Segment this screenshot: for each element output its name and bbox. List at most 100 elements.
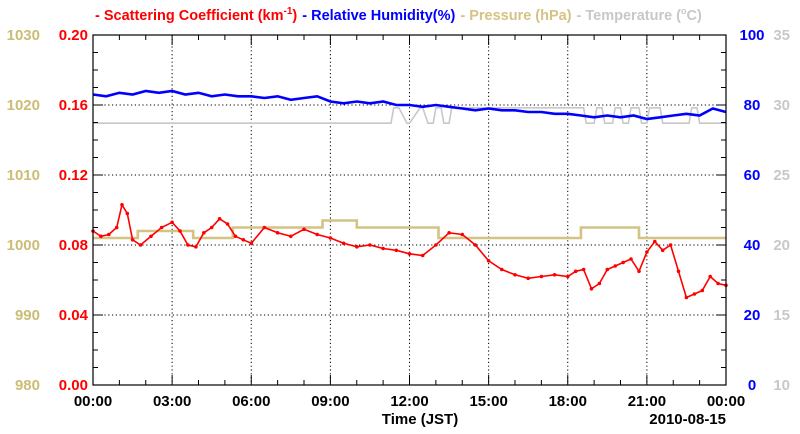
legend-humidity-label: Relative Humidity(%) — [311, 8, 455, 24]
legend-temperature-label: Temperature ( — [585, 8, 681, 24]
data-point-scattering-coefficient — [217, 217, 222, 221]
legend-pressure-label: Pressure (hPa) — [469, 8, 572, 24]
data-point-scattering-coefficient — [315, 232, 320, 237]
data-point-scattering-coefficient — [130, 238, 135, 242]
date-label: 2010-08-15 — [649, 411, 726, 428]
x-tick-label: 15:00 — [469, 393, 507, 410]
series-line-pressure — [93, 219, 726, 240]
series-line-relative-humidity — [92, 89, 727, 121]
y-tick-label-humidity: 40 — [744, 237, 761, 254]
data-point-scattering-coefficient — [394, 248, 399, 253]
y-axis-labels: 98099010001010102010300.000.040.080.120.… — [7, 27, 790, 394]
data-point-scattering-coefficient — [420, 253, 425, 258]
data-point-scattering-coefficient — [581, 267, 586, 272]
data-point-scattering-coefficient — [645, 250, 649, 254]
data-point-scattering-coefficient — [302, 227, 306, 232]
data-point-scattering-coefficient — [355, 245, 359, 249]
data-point-scattering-coefficient — [653, 239, 657, 244]
data-point-scattering-coefficient — [566, 274, 570, 279]
data-point-scattering-coefficient — [262, 225, 267, 230]
data-point-scattering-coefficient — [552, 273, 557, 277]
y-tick-label-scattering: 0.00 — [59, 377, 88, 394]
data-point-scattering-coefficient — [186, 243, 190, 247]
data-point-scattering-coefficient — [486, 259, 491, 263]
data-point-scattering-coefficient — [613, 264, 617, 268]
data-point-scattering-coefficient — [233, 234, 238, 239]
data-point-scattering-coefficient — [178, 229, 182, 233]
data-point-scattering-coefficient — [138, 243, 143, 247]
data-point-scattering-coefficient — [107, 232, 111, 237]
legend: - Scattering Coefficient (km-1) - Relative … — [95, 6, 702, 24]
data-point-scattering-coefficient — [99, 234, 103, 239]
data-point-scattering-coefficient — [447, 231, 451, 235]
data-point-scattering-coefficient — [202, 231, 206, 235]
data-point-scattering-coefficient — [149, 234, 153, 239]
data-point-scattering-coefficient — [460, 232, 465, 237]
data-point-scattering-coefficient — [194, 245, 198, 249]
data-point-scattering-coefficient — [225, 222, 230, 226]
y-tick-label-humidity: 80 — [744, 97, 761, 114]
x-tick-label: 12:00 — [390, 393, 428, 410]
data-point-scattering-coefficient — [114, 225, 119, 230]
y-tick-label-scattering: 0.08 — [59, 237, 88, 254]
data-point-scattering-coefficient — [708, 274, 712, 279]
data-point-scattering-coefficient — [716, 281, 720, 286]
data-point-scattering-coefficient — [434, 243, 438, 247]
data-point-scattering-coefficient — [209, 225, 214, 230]
y-tick-label-scattering: 0.04 — [59, 307, 89, 324]
data-point-scattering-coefficient — [637, 269, 641, 274]
tick-marks — [92, 34, 727, 386]
y-tick-label-pressure: 1020 — [7, 97, 40, 114]
data-point-scattering-coefficient — [629, 257, 633, 261]
data-point-scattering-coefficient — [159, 225, 164, 230]
legend-temperature-degree: o — [681, 6, 687, 16]
x-tick-label: 06:00 — [232, 393, 270, 410]
data-point-scattering-coefficient — [170, 220, 174, 225]
data-point-scattering-coefficient — [341, 241, 346, 246]
series-layer — [91, 89, 728, 300]
x-tick-label: 00:00 — [74, 393, 112, 410]
data-point-scattering-coefficient — [120, 203, 124, 207]
data-point-scattering-coefficient — [700, 288, 705, 293]
data-point-scattering-coefficient — [368, 243, 372, 247]
y-tick-label-scattering: 0.16 — [59, 97, 88, 114]
legend-scattering-close: ) — [292, 8, 297, 24]
y-tick-label-pressure: 990 — [15, 307, 40, 324]
data-point-scattering-coefficient — [500, 267, 504, 272]
y-tick-label-pressure: 1000 — [7, 237, 40, 254]
data-point-scattering-coefficient — [473, 243, 478, 247]
data-point-scattering-coefficient — [597, 281, 602, 286]
y-tick-label-scattering: 0.20 — [59, 27, 88, 44]
legend-scattering-sup: -1 — [284, 6, 293, 17]
data-point-scattering-coefficient — [676, 269, 681, 274]
data-point-scattering-coefficient — [589, 287, 594, 291]
series-line-scattering-coefficient — [92, 202, 727, 299]
x-axis-title: Time (JST) — [382, 411, 458, 428]
y-tick-label-scattering: 0.12 — [59, 167, 88, 184]
data-point-scattering-coefficient — [328, 236, 333, 240]
x-tick-label: 09:00 — [311, 393, 349, 410]
data-point-scattering-coefficient — [381, 246, 385, 251]
y-tick-label-pressure: 1030 — [7, 27, 40, 44]
data-point-scattering-coefficient — [289, 234, 293, 239]
y-tick-label-humidity: 20 — [744, 307, 761, 324]
legend-temperature-tail: C) — [687, 8, 702, 24]
x-tick-label: 00:00 — [707, 393, 745, 410]
y-tick-label-temperature: 30 — [773, 97, 790, 114]
y-tick-label-temperature: 15 — [773, 307, 790, 324]
grid — [93, 35, 726, 385]
data-point-scattering-coefficient — [249, 241, 254, 246]
data-point-scattering-coefficient — [621, 260, 625, 265]
y-tick-label-humidity: 60 — [744, 167, 761, 184]
data-point-scattering-coefficient — [605, 267, 610, 272]
y-tick-label-pressure: 980 — [15, 377, 40, 394]
data-point-scattering-coefficient — [241, 238, 246, 242]
x-tick-label: 21:00 — [628, 393, 666, 410]
legend-humidity-dash: - — [302, 8, 307, 24]
data-point-scattering-coefficient — [684, 295, 689, 300]
data-point-scattering-coefficient — [539, 274, 544, 279]
legend-text: - Scattering Coefficient (km-1) - Relative … — [95, 6, 702, 24]
data-point-scattering-coefficient — [275, 231, 280, 235]
legend-scattering-label: Scattering Coefficient (km — [104, 8, 284, 24]
